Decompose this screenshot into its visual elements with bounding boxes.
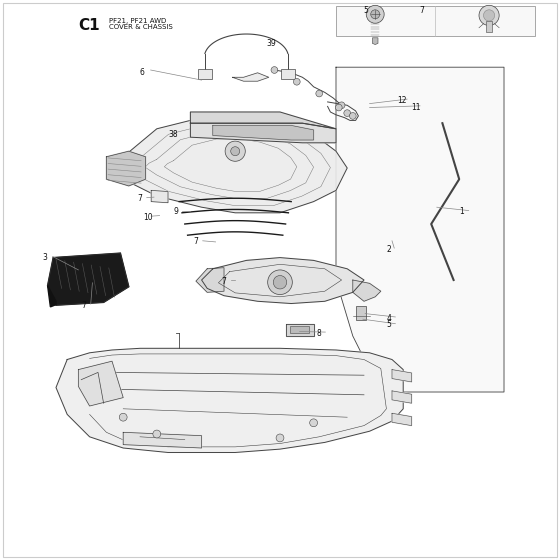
Circle shape: [276, 434, 284, 442]
Circle shape: [316, 90, 323, 97]
Text: 5: 5: [386, 320, 391, 329]
Polygon shape: [106, 151, 146, 186]
Polygon shape: [392, 370, 412, 382]
Text: 3: 3: [42, 253, 47, 262]
Text: 8: 8: [316, 329, 321, 338]
Polygon shape: [196, 268, 224, 292]
Circle shape: [153, 430, 161, 438]
Text: 7: 7: [193, 237, 198, 246]
Text: PF21, PF21 AWD: PF21, PF21 AWD: [109, 18, 166, 24]
Bar: [198, 69, 212, 79]
Polygon shape: [190, 112, 336, 129]
Text: 38: 38: [168, 130, 178, 139]
Circle shape: [273, 276, 287, 289]
Polygon shape: [56, 348, 403, 452]
Circle shape: [271, 67, 278, 73]
Circle shape: [335, 104, 342, 111]
Polygon shape: [286, 324, 314, 336]
Circle shape: [338, 102, 345, 109]
Polygon shape: [48, 253, 129, 305]
Text: 5: 5: [363, 6, 368, 15]
Text: 1: 1: [459, 207, 464, 216]
Bar: [290, 326, 309, 333]
Polygon shape: [232, 73, 269, 81]
Text: 12: 12: [398, 96, 407, 105]
Circle shape: [349, 113, 356, 119]
Text: 4: 4: [386, 314, 391, 323]
Circle shape: [225, 141, 245, 161]
Text: 10: 10: [143, 213, 152, 222]
Text: 11: 11: [412, 103, 421, 112]
Text: 9: 9: [174, 207, 179, 216]
Circle shape: [231, 147, 240, 156]
Circle shape: [366, 5, 384, 24]
Polygon shape: [123, 432, 202, 448]
Polygon shape: [392, 413, 412, 426]
Text: 39: 39: [266, 39, 276, 48]
Bar: [336, 6, 535, 36]
Text: 7: 7: [81, 301, 86, 310]
Polygon shape: [392, 391, 412, 403]
Polygon shape: [336, 67, 504, 392]
Polygon shape: [202, 258, 364, 304]
Circle shape: [344, 110, 351, 116]
FancyArrow shape: [372, 38, 378, 45]
Circle shape: [479, 5, 499, 26]
Circle shape: [483, 10, 494, 21]
Polygon shape: [48, 286, 56, 307]
Polygon shape: [78, 361, 123, 406]
Bar: [281, 69, 295, 79]
Text: 7: 7: [419, 6, 424, 15]
Circle shape: [293, 78, 300, 85]
Polygon shape: [151, 190, 168, 203]
Text: C1: C1: [78, 18, 100, 32]
Text: COVER & CHASSIS: COVER & CHASSIS: [109, 24, 173, 30]
Text: 2: 2: [386, 245, 391, 254]
Polygon shape: [190, 123, 336, 143]
Text: 6: 6: [140, 68, 145, 77]
Bar: [486, 21, 492, 32]
Circle shape: [268, 270, 292, 295]
Polygon shape: [353, 280, 381, 301]
Polygon shape: [213, 125, 314, 140]
Circle shape: [310, 419, 318, 427]
Text: 7: 7: [221, 277, 226, 286]
Circle shape: [119, 413, 127, 421]
Polygon shape: [106, 118, 347, 213]
Text: 7: 7: [137, 194, 142, 203]
Circle shape: [371, 10, 380, 18]
Bar: [356, 306, 366, 320]
